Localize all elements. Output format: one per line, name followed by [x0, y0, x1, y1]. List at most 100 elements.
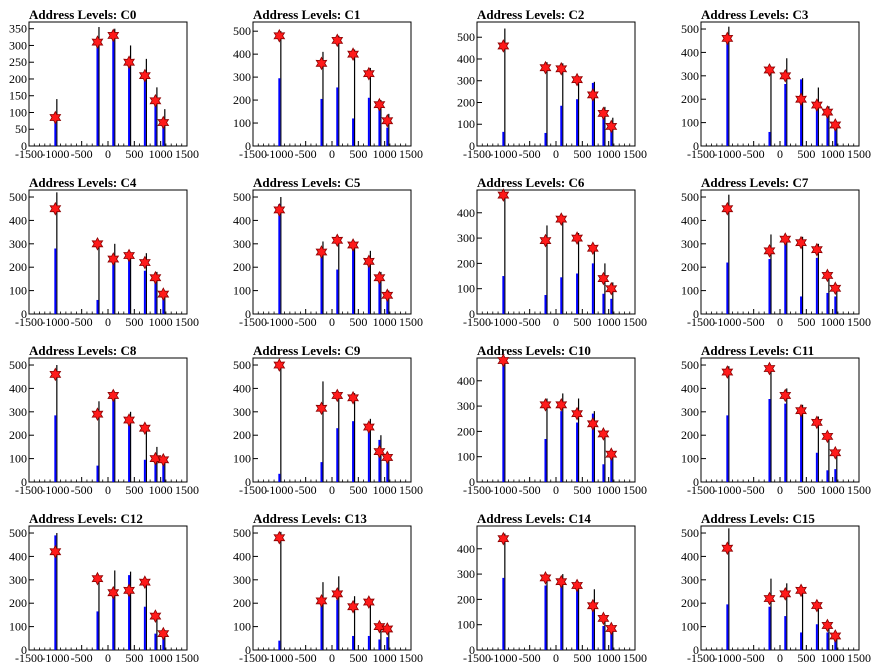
x-tick-label: 1500: [175, 483, 199, 497]
y-tick-label: 200: [233, 596, 251, 610]
y-tick-label: 400: [681, 45, 699, 59]
chart-panel-14: Address Levels: C14 0 100 200 300 400 -1500-10…: [457, 511, 647, 665]
y-tick-label: 100: [457, 282, 475, 296]
x-tick-label: 0: [329, 483, 335, 497]
x-tick-label: -1000: [713, 315, 741, 329]
peak-star-marker: [347, 47, 360, 62]
peak-star-marker: [381, 288, 394, 303]
x-tick-label: -500: [295, 315, 317, 329]
peak-star-marker: [123, 55, 136, 70]
peak-star-marker: [763, 243, 776, 258]
chart-panel-0: Address Levels: C0 0 50 100 150 200 250 300 350 -…: [9, 7, 199, 161]
peak-star-marker: [347, 238, 360, 252]
y-tick-label: 100: [233, 284, 251, 298]
y-tick-label: 0: [245, 307, 251, 321]
x-tick-label: 500: [797, 315, 815, 329]
x-tick-label: 1000: [821, 147, 845, 161]
x-tick-label: 1500: [847, 315, 871, 329]
x-tick-label: 1000: [597, 315, 621, 329]
chart-panel-1: Address Levels: C10100200300400500-1500-…: [233, 7, 423, 161]
x-tick-label: 500: [573, 315, 591, 329]
peak-star-marker: [829, 118, 842, 132]
x-tick-label: -1500: [463, 651, 491, 665]
chart-title: Address Levels: C5: [253, 175, 361, 190]
x-tick-label: 1000: [373, 483, 397, 497]
x-tick-label: 1000: [597, 483, 621, 497]
y-tick-label: 300: [9, 405, 27, 419]
x-tick-label: 500: [349, 483, 367, 497]
peak-star-marker: [763, 361, 776, 376]
x-tick-label: 1000: [821, 315, 845, 329]
x-tick-label: 1500: [847, 147, 871, 161]
peak-star-marker: [605, 281, 618, 296]
chart-title: Address Levels: C13: [253, 511, 367, 526]
peak-star-marker: [586, 241, 599, 256]
chart-panel-8: Address Levels: C80100200300400500-1500-…: [9, 343, 199, 497]
chart-title: Address Levels: C4: [29, 175, 137, 190]
y-tick-label: 0: [693, 475, 699, 489]
y-tick-label: 400: [457, 52, 475, 66]
y-tick-label: 200: [457, 95, 475, 109]
peak-star-marker: [91, 571, 104, 586]
x-tick-label: -1500: [239, 147, 267, 161]
chart-title: Address Levels: C15: [701, 511, 815, 526]
peak-star-marker: [810, 415, 823, 430]
peak-star-marker: [555, 397, 568, 412]
y-tick-label: 300: [233, 573, 251, 587]
x-tick-label: -1000: [489, 651, 517, 665]
x-tick-label: -500: [295, 483, 317, 497]
peak-star-marker: [362, 254, 375, 269]
x-tick-label: 0: [777, 147, 783, 161]
peak-star-marker: [597, 611, 610, 626]
chart-title: Address Levels: C6: [477, 175, 585, 190]
y-tick-label: 200: [681, 596, 699, 610]
chart-title: Address Levels: C0: [29, 7, 136, 22]
y-tick-label: 300: [233, 237, 251, 251]
peak-star-marker: [138, 421, 151, 436]
x-tick-label: -1000: [713, 147, 741, 161]
peak-star-marker: [107, 585, 120, 600]
y-tick-label: 300: [681, 573, 699, 587]
x-tick-label: 500: [573, 483, 591, 497]
peak-star-marker: [821, 618, 834, 633]
chart-title: Address Levels: C9: [253, 343, 361, 358]
peak-star-marker: [362, 420, 375, 434]
y-tick-label: 100: [9, 620, 27, 634]
peak-star-marker: [571, 231, 584, 245]
peak-star-marker: [331, 33, 344, 48]
y-tick-label: 200: [457, 424, 475, 438]
peak-star-marker: [107, 388, 120, 403]
peak-star-marker: [157, 626, 170, 641]
peak-star-marker: [273, 28, 286, 43]
y-tick-label: 200: [681, 260, 699, 274]
y-tick-label: 200: [233, 93, 251, 107]
peak-star-marker: [373, 97, 386, 112]
y-tick-label: 200: [457, 592, 475, 606]
peak-star-marker: [721, 541, 734, 556]
peak-star-marker: [273, 530, 286, 545]
peak-star-marker: [721, 31, 734, 46]
peak-star-marker: [273, 358, 286, 372]
x-tick-label: 500: [797, 147, 815, 161]
peak-star-marker: [91, 35, 104, 49]
y-tick-label: 400: [681, 549, 699, 563]
x-tick-label: 0: [105, 483, 111, 497]
peak-star-marker: [795, 583, 808, 598]
peak-star-marker: [721, 365, 734, 379]
chart-title: Address Levels: C8: [29, 343, 137, 358]
y-tick-label: 500: [681, 190, 699, 204]
peak-star-marker: [107, 252, 120, 266]
y-tick-label: 350: [9, 22, 27, 36]
x-tick-label: -1500: [687, 147, 715, 161]
plot-frame: [700, 357, 860, 483]
peak-star-marker: [149, 93, 162, 108]
chart-title: Address Levels: C14: [477, 511, 591, 526]
x-tick-label: -1500: [687, 483, 715, 497]
chart-panel-9: Address Levels: C90100200300400500-1500-…: [233, 343, 423, 497]
peak-star-marker: [123, 248, 136, 263]
peak-star-marker: [362, 66, 375, 81]
y-tick-label: 0: [693, 643, 699, 657]
peak-star-marker: [138, 255, 151, 270]
peak-star-marker: [157, 287, 170, 301]
